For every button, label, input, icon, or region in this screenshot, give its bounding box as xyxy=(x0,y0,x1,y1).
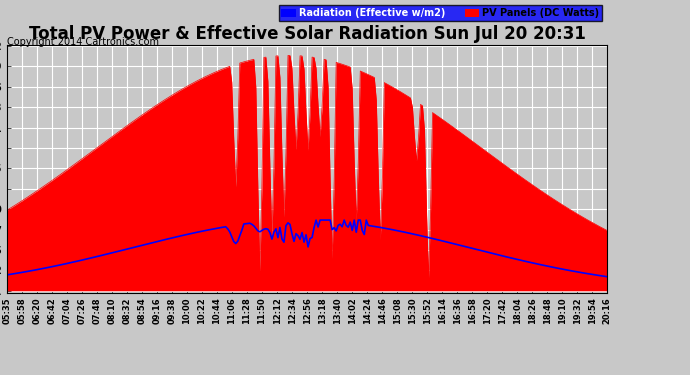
Legend: Radiation (Effective w/m2), PV Panels (DC Watts): Radiation (Effective w/m2), PV Panels (D… xyxy=(279,5,602,21)
Title: Total PV Power & Effective Solar Radiation Sun Jul 20 20:31: Total PV Power & Effective Solar Radiati… xyxy=(28,26,586,44)
Text: Copyright 2014 Cartronics.com: Copyright 2014 Cartronics.com xyxy=(7,37,159,47)
